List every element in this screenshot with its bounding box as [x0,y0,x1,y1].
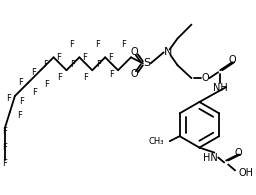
Text: F: F [82,53,87,62]
Text: F: F [3,127,7,136]
Text: F: F [83,73,88,82]
Text: CH₃: CH₃ [148,137,164,146]
Text: F: F [109,70,114,79]
Text: F: F [31,68,36,77]
Text: F: F [19,98,24,106]
Text: F: F [43,60,48,69]
Text: F: F [6,95,11,104]
Text: F: F [3,159,7,168]
Text: F: F [18,78,23,87]
Text: HN: HN [203,152,218,162]
Text: F: F [17,111,22,120]
Text: F: F [3,143,7,152]
Text: O: O [228,55,236,65]
Text: F: F [122,40,126,49]
Text: O: O [130,47,138,57]
Text: F: F [95,40,100,49]
Text: F: F [70,60,75,69]
Text: NH: NH [213,83,228,93]
Text: F: F [69,40,74,49]
Text: OH: OH [238,168,253,178]
Text: F: F [56,53,61,62]
Text: O: O [234,148,242,158]
Text: F: F [32,88,37,97]
Text: F: F [44,80,49,89]
Text: F: F [57,73,62,82]
Text: O: O [201,73,209,83]
Text: F: F [108,53,113,62]
Text: O: O [130,69,138,79]
Text: F: F [96,60,101,69]
Text: S: S [143,58,150,68]
Text: N: N [164,47,172,57]
